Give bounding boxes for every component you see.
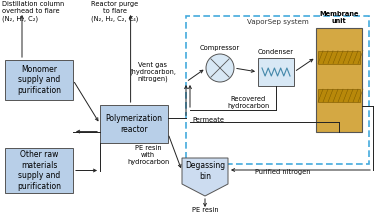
FancyBboxPatch shape <box>316 28 362 132</box>
Text: Condenser: Condenser <box>258 49 294 55</box>
Text: Polymerization
reactor: Polymerization reactor <box>105 114 162 134</box>
FancyBboxPatch shape <box>100 105 168 143</box>
Text: Membrane
unit: Membrane unit <box>319 11 359 24</box>
FancyBboxPatch shape <box>5 148 73 193</box>
Text: VaporSep system: VaporSep system <box>247 19 308 25</box>
Text: Recovered
hydrocarbon: Recovered hydrocarbon <box>227 96 269 109</box>
Text: Vent gas
(hydrocarbon,
nitrogen): Vent gas (hydrocarbon, nitrogen) <box>129 61 176 82</box>
Text: PE resin
with
hydrocarbon: PE resin with hydrocarbon <box>127 145 169 165</box>
FancyBboxPatch shape <box>258 58 294 86</box>
Text: Compressor: Compressor <box>200 45 240 51</box>
Text: Permeate: Permeate <box>192 117 224 123</box>
Text: PE resin: PE resin <box>192 207 218 213</box>
Circle shape <box>206 54 234 82</box>
Text: Distillation column
overhead to flare
(N₂, H₂, C₂): Distillation column overhead to flare (N… <box>2 1 64 21</box>
Text: Other raw
materials
supply and
purification: Other raw materials supply and purificat… <box>17 150 61 191</box>
Text: Reactor purge
to flare
(N₂, H₂, C₂, C₄): Reactor purge to flare (N₂, H₂, C₂, C₄) <box>92 1 139 21</box>
Polygon shape <box>182 158 228 196</box>
Text: Purified nitrogen: Purified nitrogen <box>255 169 310 175</box>
FancyBboxPatch shape <box>318 89 360 102</box>
FancyBboxPatch shape <box>5 60 73 100</box>
FancyBboxPatch shape <box>318 51 360 64</box>
Text: Degassing
bin: Degassing bin <box>185 161 225 181</box>
Text: Monomer
supply and
purification: Monomer supply and purification <box>17 65 61 95</box>
